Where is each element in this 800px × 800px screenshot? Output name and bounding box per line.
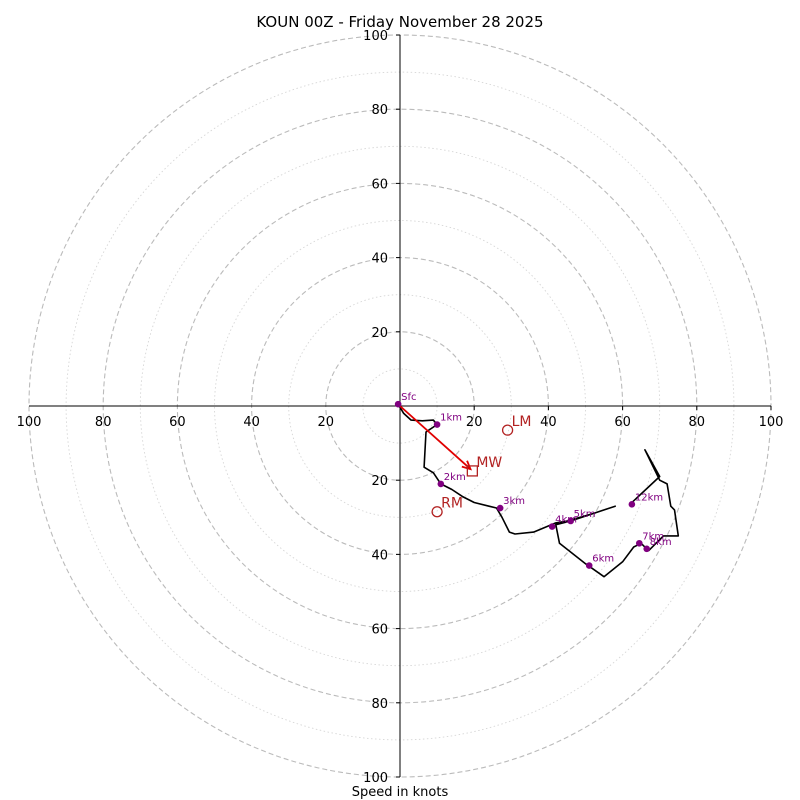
height-marker-12km (628, 501, 636, 508)
tick-labels: 100 100 80 80 60 60 40 40 20 20 20 20 40 40 60 60 80 80 10… (17, 29, 784, 786)
height-marker-sfc (394, 400, 402, 408)
wind-profile-line (397, 403, 680, 578)
height-marker-4km (548, 523, 556, 530)
y-tick-label: 40 (371, 252, 388, 267)
height-marker-3km (496, 504, 504, 512)
y-tick-label: 80 (371, 697, 388, 712)
y-tick-label: 80 (371, 103, 388, 118)
storm-marker-mw (466, 465, 478, 477)
storm-motion-markers: LM RM MW (431, 414, 532, 518)
height-label-5km: 5km (574, 509, 596, 520)
storm-label-lm: LM (512, 414, 532, 430)
storm-marker-rm (431, 506, 443, 518)
height-marker-8km (643, 545, 651, 553)
x-tick-label: 60 (169, 415, 186, 430)
y-tick-label: 100 (363, 771, 388, 786)
x-tick-label: 80 (689, 415, 706, 430)
y-tick-label: 60 (371, 177, 388, 192)
height-marker-2km (437, 480, 445, 488)
height-label-1km: 1km (440, 413, 462, 424)
height-label-4km: 4km (555, 515, 577, 526)
height-marker-1km (433, 421, 441, 428)
height-label-12km: 12km (635, 492, 663, 503)
height-marker-6km (585, 562, 593, 569)
storm-label-rm: RM (441, 496, 463, 512)
x-tick-label: 100 (17, 415, 42, 430)
x-tick-label: 20 (318, 415, 335, 430)
height-marker-5km (567, 517, 574, 525)
y-tick-label: 100 (363, 29, 388, 44)
height-label-8km: 8km (650, 537, 672, 548)
y-tick-label: 40 (371, 548, 388, 563)
height-label-7km: 7km (642, 531, 664, 542)
chart-title: KOUN 00Z - Friday November 28 2025 (256, 13, 543, 31)
storm-marker-lm (501, 424, 514, 436)
x-tick-label: 40 (243, 415, 260, 430)
storm-label-mw: MW (476, 455, 502, 471)
height-marker-7km (635, 539, 643, 547)
height-label-2km: 2km (444, 472, 466, 483)
shear-arrow (399, 405, 473, 471)
x-tick-label: 60 (614, 415, 631, 430)
wind-profile (397, 403, 680, 578)
shear-arrow-shaft (399, 405, 472, 470)
x-tick-label: 100 (759, 415, 784, 430)
x-tick-label: 80 (95, 415, 112, 430)
shear-arrow-head (461, 460, 473, 471)
y-tick-label: 60 (371, 623, 388, 638)
x-tick-label: 20 (466, 415, 483, 430)
height-label-sfc: Sfc (401, 392, 416, 403)
height-label-3km: 3km (503, 496, 525, 507)
x-axis-label: Speed in knots (352, 785, 449, 800)
height-label-6km: 6km (592, 554, 614, 565)
x-tick-label: 40 (540, 415, 557, 430)
y-tick-label: 20 (371, 326, 388, 341)
y-tick-label: 20 (371, 474, 388, 489)
